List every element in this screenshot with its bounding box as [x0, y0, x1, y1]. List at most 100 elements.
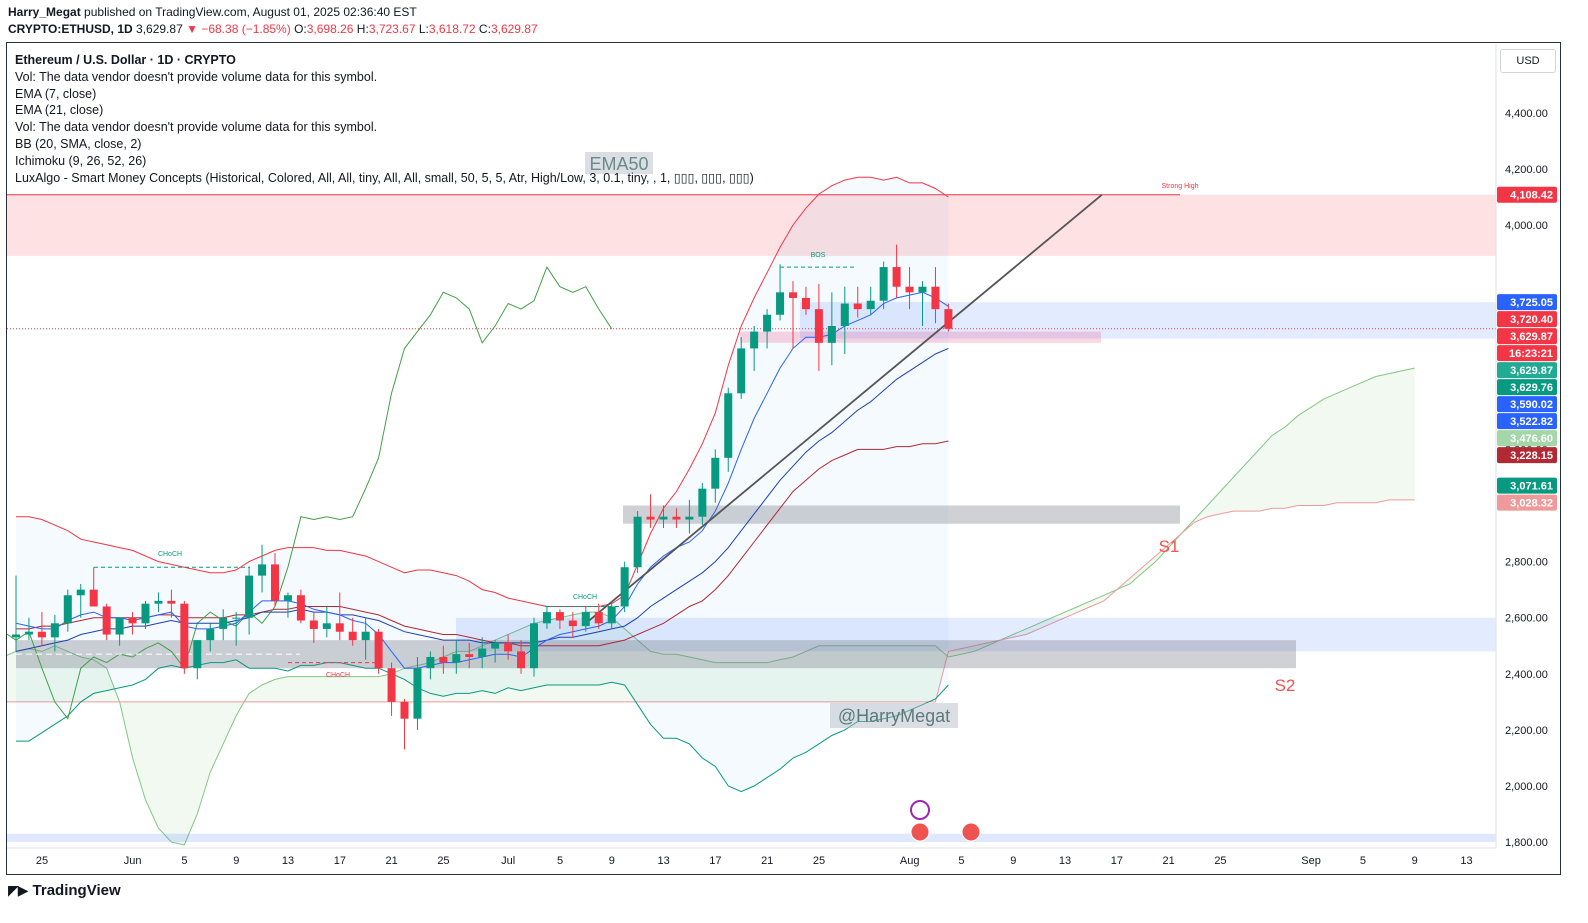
x-tick-19: 17 — [1111, 855, 1123, 867]
price-tag-10: 3,228.15 — [1497, 447, 1557, 464]
candle-49 — [646, 494, 655, 528]
candle-44 — [581, 606, 590, 632]
svg-text:3,590.02: 3,590.02 — [1510, 399, 1553, 411]
candle-59 — [776, 264, 785, 321]
candle-22 — [296, 589, 305, 624]
legend-luxalgo[interactable]: LuxAlgo - Smart Money Concepts (Historic… — [15, 170, 754, 185]
candle-47 — [620, 561, 629, 613]
y-tick-2600: 2,600.00 — [1505, 613, 1548, 625]
svg-text:3,228.15: 3,228.15 — [1510, 450, 1553, 462]
y-tick-4400: 4,400.00 — [1505, 108, 1548, 120]
y-tick-2200: 2,200.00 — [1505, 725, 1548, 737]
candle-60 — [789, 281, 797, 349]
x-tick-14: 25 — [813, 855, 825, 867]
ema50-text: EMA50 — [589, 154, 648, 174]
candle-0 — [12, 575, 20, 652]
candle-16 — [219, 609, 228, 641]
x-tick-3: 9 — [233, 855, 239, 867]
event-icons — [910, 800, 981, 842]
ohlc-line: CRYPTO:ETHUSD, 1D 3,629.87 ▼ −68.38 (−1.… — [8, 22, 538, 36]
x-tick-23: 5 — [1360, 855, 1366, 867]
us-flag-event-icon — [910, 822, 930, 842]
x-tick-6: 21 — [386, 855, 398, 867]
close-value: 3,629.87 — [490, 22, 538, 36]
x-tick-15: Aug — [900, 855, 920, 867]
bb-lower — [16, 659, 949, 793]
publish-line: Harry_Megat published on TradingView.com… — [8, 5, 417, 19]
svg-text:3,522.82: 3,522.82 — [1510, 416, 1553, 428]
choch-label-3: CHoCH — [326, 672, 350, 679]
candle-26 — [348, 617, 357, 646]
currency-button[interactable]: USD — [1500, 49, 1556, 73]
x-tick-25: 13 — [1460, 855, 1472, 867]
candle-64 — [840, 286, 849, 355]
candle-58 — [763, 309, 772, 349]
svg-text:4,108.42: 4,108.42 — [1510, 190, 1553, 202]
last-price: 3,629.87 — [136, 22, 183, 36]
candle-41 — [542, 606, 551, 629]
legend-bb[interactable]: BB (20, SMA, close, 2) — [15, 136, 142, 151]
svg-text:16:23:21: 16:23:21 — [1509, 348, 1553, 360]
x-tick-11: 13 — [657, 855, 669, 867]
change-arrow-icon: ▼ — [186, 22, 198, 36]
svg-text:3,476.60: 3,476.60 — [1510, 433, 1553, 445]
x-tick-12: 17 — [709, 855, 721, 867]
candle-9 — [128, 612, 137, 635]
strong-high-label: Strong High — [1162, 183, 1199, 190]
candle-68 — [892, 244, 901, 298]
legend-vol-1[interactable]: Vol: The data vendor doesn't provide vol… — [15, 69, 378, 84]
candle-72 — [944, 303, 953, 332]
low-value: 3,618.72 — [428, 22, 476, 36]
high-value: 3,723.67 — [368, 22, 416, 36]
candle-52 — [685, 499, 694, 534]
legend-ema21[interactable]: EMA (21, close) — [15, 103, 104, 118]
candle-23 — [309, 612, 318, 643]
candle-8 — [115, 617, 124, 646]
x-tick-22: Sep — [1301, 855, 1321, 867]
author[interactable]: Harry_Megat — [8, 5, 81, 19]
legend-ichimoku[interactable]: Ichimoku (9, 26, 52, 26) — [15, 153, 147, 168]
x-tick-10: 9 — [609, 855, 615, 867]
lightning-event-icon — [910, 800, 930, 820]
legend-vol-2[interactable]: Vol: The data vendor doesn't provide vol… — [15, 120, 378, 135]
candle-10 — [141, 600, 150, 629]
candle-5 — [76, 584, 85, 618]
price-tag-1: 3,725.05 — [1497, 294, 1557, 311]
candle-53 — [698, 483, 707, 526]
candle-35 — [465, 642, 474, 669]
legend-ema7[interactable]: EMA (7, close) — [15, 86, 97, 101]
zone-1 — [800, 302, 1496, 339]
x-tick-20: 21 — [1163, 855, 1175, 867]
candle-30 — [400, 699, 409, 750]
ema50-label: EMA50 — [585, 152, 653, 174]
x-tick-18: 13 — [1059, 855, 1071, 867]
candle-71 — [931, 267, 940, 324]
s1-label: S1 — [1159, 537, 1180, 556]
trendline — [585, 194, 1103, 625]
price-tag-6: 3,629.76 — [1497, 379, 1557, 396]
candle-61 — [801, 286, 810, 315]
price-tag-11: 3,071.61 — [1497, 477, 1557, 494]
candle-36 — [478, 637, 487, 669]
candle-20 — [271, 553, 279, 607]
y-tick-2000: 2,000.00 — [1505, 781, 1548, 793]
candle-40 — [530, 617, 538, 677]
candle-34 — [452, 640, 461, 674]
price-tag-9: 3,476.60 — [1497, 430, 1557, 447]
price-tag-8: 3,522.82 — [1497, 413, 1557, 430]
candle-69 — [905, 267, 914, 310]
y-tick-2400: 2,400.00 — [1505, 669, 1548, 681]
legend-title[interactable]: Ethereum / U.S. Dollar · 1D · CRYPTO — [15, 53, 236, 67]
bollinger-fill — [16, 177, 949, 792]
candle-45 — [594, 603, 603, 629]
candle-38 — [504, 634, 513, 660]
candle-54 — [711, 449, 720, 503]
candle-43 — [568, 612, 577, 638]
price-tag-12: 3,028.32 — [1497, 494, 1557, 511]
candle-3 — [50, 614, 59, 652]
bb-upper — [16, 176, 949, 607]
change-value: −68.38 (−1.85%) — [201, 22, 291, 36]
candle-2 — [37, 612, 46, 646]
x-tick-17: 9 — [1010, 855, 1016, 867]
